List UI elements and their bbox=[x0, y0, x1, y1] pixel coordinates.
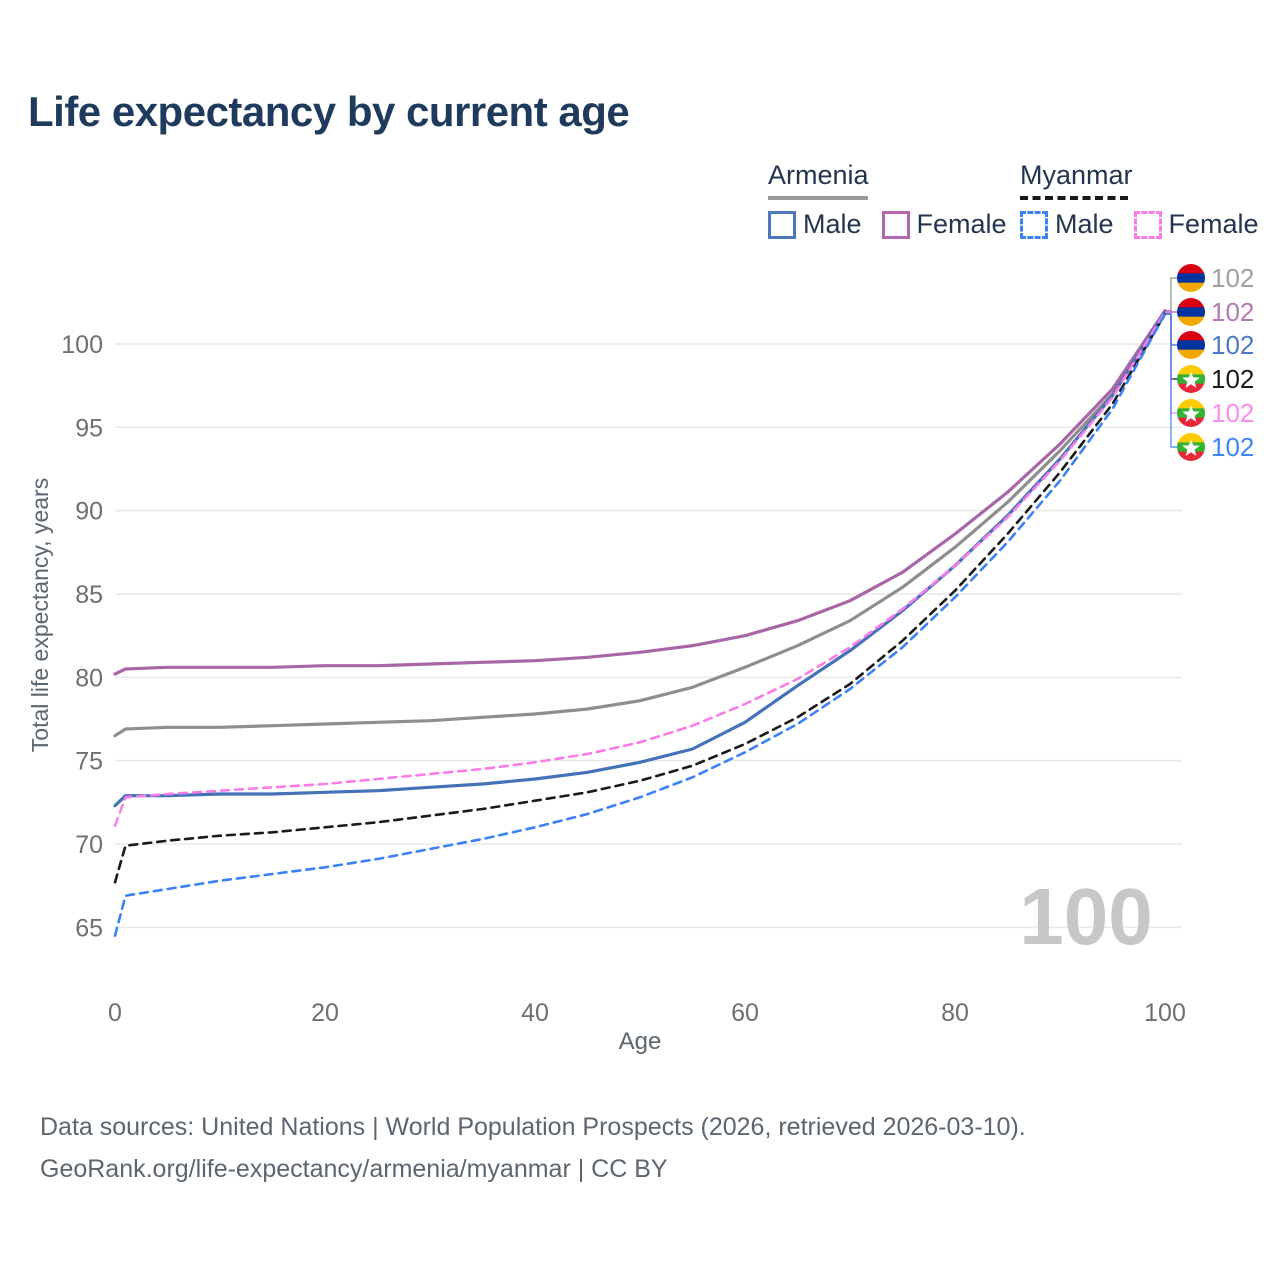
page-title: Life expectancy by current age bbox=[28, 88, 630, 135]
legend-label-myanmar-female: Female bbox=[1168, 209, 1259, 239]
y-axis-tick-85: 85 bbox=[75, 581, 103, 609]
age-watermark: 100 bbox=[1019, 872, 1152, 961]
y-axis-tick-75: 75 bbox=[75, 748, 103, 776]
legend-item-myanmar-male[interactable]: Male bbox=[1020, 209, 1114, 240]
flag-myanmar-icon bbox=[1177, 365, 1205, 393]
series-line-armenia-female[interactable] bbox=[113, 309, 1167, 676]
y-axis-tick-90: 90 bbox=[75, 498, 103, 526]
legend-label-armenia-male: Male bbox=[803, 209, 862, 239]
legend-group-armenia: Armenia Male Female bbox=[768, 160, 1007, 240]
flag-armenia-icon bbox=[1177, 331, 1205, 359]
y-gridlines: 65 70 75 80 85 90 95 100 bbox=[61, 331, 1182, 942]
attribution-text: GeoRank.org/life-expectancy/armenia/myan… bbox=[40, 1155, 668, 1183]
series-line-armenia-male[interactable] bbox=[113, 310, 1167, 808]
leader-line-armenia-both bbox=[1165, 277, 1177, 313]
legend-country-armenia[interactable]: Armenia bbox=[768, 160, 869, 190]
x-axis-tick-0: 0 bbox=[108, 999, 122, 1027]
legend-item-myanmar-female[interactable]: Female bbox=[1133, 209, 1259, 240]
legend-item-armenia-male[interactable]: Male bbox=[768, 209, 862, 240]
flag-armenia-icon bbox=[1177, 298, 1205, 326]
leader-line-myanmar-male bbox=[1165, 313, 1177, 448]
series-line-myanmar-male[interactable] bbox=[113, 312, 1167, 938]
flag-armenia-icon bbox=[1177, 264, 1205, 292]
flag-myanmar-icon bbox=[1177, 399, 1205, 427]
x-axis-tick-80: 80 bbox=[941, 999, 969, 1027]
x-axis-tick-20: 20 bbox=[311, 999, 339, 1027]
legend-group-myanmar: Myanmar Male Female bbox=[1020, 160, 1259, 240]
y-axis-tick-70: 70 bbox=[75, 831, 103, 859]
legend-items-armenia: Male Female bbox=[768, 209, 1007, 240]
legend-country-myanmar[interactable]: Myanmar bbox=[1020, 160, 1133, 190]
legend-label-myanmar-male: Male bbox=[1055, 209, 1114, 239]
series-lines bbox=[113, 309, 1167, 938]
y-axis-tick-95: 95 bbox=[75, 414, 103, 442]
legend-items-myanmar: Male Female bbox=[1020, 209, 1259, 240]
legend-country-underline-myanmar bbox=[1020, 196, 1128, 200]
series-line-myanmar-both[interactable] bbox=[113, 312, 1167, 884]
end-label-myanmar-male: 102 bbox=[1211, 432, 1254, 462]
end-label-armenia-both: 102 bbox=[1211, 263, 1254, 293]
y-axis-tick-100: 100 bbox=[61, 331, 103, 359]
leader-line-armenia-female bbox=[1165, 310, 1177, 313]
legend-country-underline-armenia bbox=[768, 196, 868, 200]
end-label-armenia-female: 102 bbox=[1211, 297, 1254, 327]
series-line-armenia-both[interactable] bbox=[113, 310, 1167, 738]
end-label-myanmar-female: 102 bbox=[1211, 398, 1254, 428]
end-label-myanmar-both: 102 bbox=[1211, 364, 1254, 394]
legend-label-armenia-female: Female bbox=[916, 209, 1007, 239]
x-axis-tick-100: 100 bbox=[1144, 999, 1186, 1027]
legend-swatch-armenia-female bbox=[881, 210, 910, 239]
x-axis-title: Age bbox=[619, 1028, 662, 1055]
y-axis-tick-80: 80 bbox=[75, 664, 103, 692]
series-line-myanmar-female[interactable] bbox=[113, 310, 1167, 828]
legend-swatch-myanmar-male bbox=[1020, 210, 1048, 239]
data-sources-text: Data sources: United Nations | World Pop… bbox=[40, 1113, 1026, 1141]
chart-footer: Data sources: United Nations | World Pop… bbox=[40, 1106, 1026, 1190]
flag-myanmar-icon bbox=[1177, 433, 1205, 461]
x-axis-tick-60: 60 bbox=[731, 999, 759, 1027]
x-axis: 0 20 40 60 80 100 bbox=[108, 999, 1186, 1027]
legend-item-armenia-female[interactable]: Female bbox=[881, 209, 1007, 240]
x-axis-tick-40: 40 bbox=[521, 999, 549, 1027]
legend-swatch-myanmar-female bbox=[1133, 210, 1162, 239]
legend-swatch-armenia-male bbox=[768, 210, 796, 239]
y-axis-tick-65: 65 bbox=[75, 914, 103, 942]
y-axis-title: Total life expectancy, years bbox=[27, 478, 53, 752]
end-label-armenia-male: 102 bbox=[1211, 330, 1254, 360]
